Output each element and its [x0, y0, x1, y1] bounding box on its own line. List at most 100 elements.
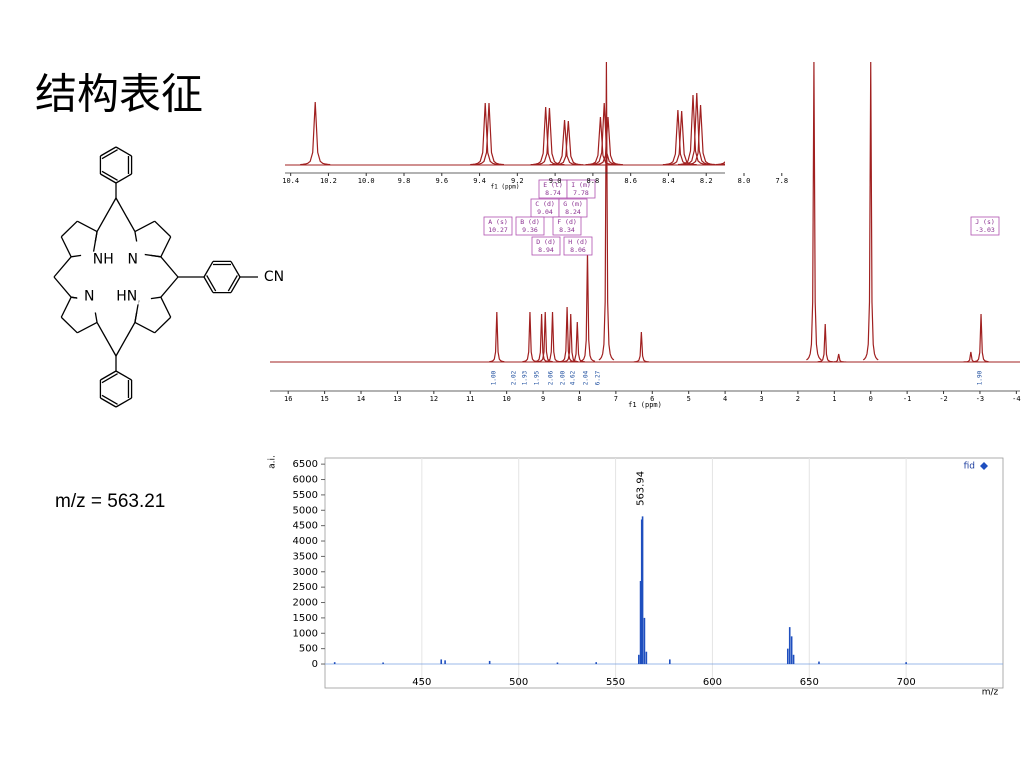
x-tick-label: 9: [541, 395, 545, 403]
assignment-box: [970, 216, 1000, 236]
nmr-peak: [831, 353, 847, 363]
integral-label: 1.90: [977, 370, 984, 385]
x-tick-label: 0: [869, 395, 873, 403]
mass-spectrum: 450 500 550 600 650 700 0 500 1000 1500 2000 2500 30…: [268, 455, 1004, 698]
integral-label: 1.00: [491, 370, 498, 385]
atom-label: N: [128, 252, 138, 268]
y-tick-label: 2000: [293, 598, 318, 609]
inset-x-tick-label: 10.2: [320, 177, 337, 185]
x-tick-label: 10: [502, 395, 510, 403]
nmr-peak: [553, 120, 584, 166]
bond: [115, 197, 136, 232]
inset-x-tick-label: 10.0: [358, 177, 375, 185]
assignment-shift: -3.03: [975, 226, 995, 234]
bond: [100, 173, 117, 184]
inset-x-tick-label: 8.6: [624, 177, 637, 185]
atom-label: N: [84, 288, 94, 304]
assignment-label: D (d): [536, 238, 556, 246]
bond: [94, 312, 98, 323]
x-tick-label: 4: [723, 395, 727, 403]
bond: [203, 276, 214, 293]
bond: [115, 322, 136, 357]
nmr-peak: [681, 92, 712, 166]
bond: [203, 261, 214, 278]
assignment-label: J (s): [975, 218, 995, 226]
bond: [76, 220, 98, 233]
assignment-shift: 7.78: [573, 189, 589, 197]
nmr-peak: [569, 321, 585, 363]
bond: [101, 394, 118, 405]
bond: [53, 256, 72, 278]
bond: [154, 316, 172, 334]
bond: [60, 220, 78, 238]
bond: [115, 146, 132, 157]
bond: [230, 261, 241, 278]
integral-label: 2.02: [511, 370, 518, 385]
nmr-peak: [633, 331, 649, 363]
bond: [206, 275, 217, 292]
nmr-peak: [685, 104, 716, 166]
y-tick-label: 4500: [293, 521, 318, 532]
x-tick-label: 1: [832, 395, 836, 403]
nmr-peak: [767, 85, 797, 164]
bond: [134, 231, 138, 242]
plot-area: [324, 457, 1004, 689]
bond: [60, 316, 78, 334]
nmr-peak: [771, 83, 801, 164]
nmr-peak: [589, 102, 620, 166]
legend-marker: [980, 462, 988, 470]
assignment-box: [566, 179, 596, 199]
assignment-shift: 9.36: [522, 226, 538, 234]
x-tick-label: 600: [703, 677, 722, 688]
y-tick-label: 3500: [293, 551, 318, 562]
x-tick-label: 12: [430, 395, 438, 403]
inset-x-tick-label: 8.2: [700, 177, 713, 185]
assignment-label: E (t): [543, 181, 563, 189]
bond: [60, 296, 72, 318]
atom-label-bg: [120, 251, 145, 268]
y-tick-label: 6500: [293, 459, 318, 470]
atom-label-bg: [77, 288, 102, 305]
x-tick-label: 450: [412, 677, 431, 688]
bond: [160, 276, 179, 298]
nmr-peak: [563, 313, 579, 363]
nmr-peak: [522, 311, 538, 363]
atom-label: CN: [264, 269, 284, 285]
assignment-shift: 8.74: [545, 189, 561, 197]
inset-x-tick-label: 7.8: [775, 177, 788, 185]
assignment-shift: 8.06: [570, 246, 586, 254]
assignment-label: B (d): [520, 218, 540, 226]
nmr-spectrum: 16 15 14 13 12 11 10 9 8 7 6 5 4 3 2 1 0 -1 -2 -3 -4f1 (ppm)…: [270, 62, 1021, 409]
integral-label: 2.04: [583, 370, 590, 385]
assignment-shift: 8.94: [538, 246, 554, 254]
bond: [227, 275, 238, 292]
inset-x-tick-label: 9.8: [398, 177, 411, 185]
assignment-box: [531, 236, 561, 256]
nmr-peak: [598, 62, 615, 361]
y-tick-label: 0: [312, 659, 318, 670]
bond: [150, 296, 161, 300]
x-tick-label: -4: [1012, 395, 1020, 403]
inset-x-tick-label: 9.2: [511, 177, 524, 185]
assignment-label: A (s): [488, 218, 508, 226]
bond: [160, 256, 179, 278]
nmr-peak: [862, 62, 879, 361]
bond: [160, 296, 172, 318]
x-tick-label: 13: [393, 395, 401, 403]
bond: [115, 397, 132, 408]
nmr-peak: [719, 163, 725, 166]
y-tick-label: 1500: [293, 613, 318, 624]
integral-label: 1.95: [534, 370, 541, 385]
assignment-shift: 8.24: [565, 208, 581, 216]
bond: [101, 170, 118, 181]
nmr-peak: [592, 116, 624, 166]
bond: [115, 173, 132, 184]
x-tick-label: -3: [976, 395, 984, 403]
bond: [154, 220, 172, 238]
inset-x-tick-label: 9.4: [473, 177, 486, 185]
x-tick-label: -1: [903, 395, 911, 403]
assignment-box: [563, 236, 593, 256]
nmr-peak: [489, 311, 505, 363]
bond: [101, 373, 118, 384]
inset-x-tick-label: 9.0: [549, 177, 562, 185]
